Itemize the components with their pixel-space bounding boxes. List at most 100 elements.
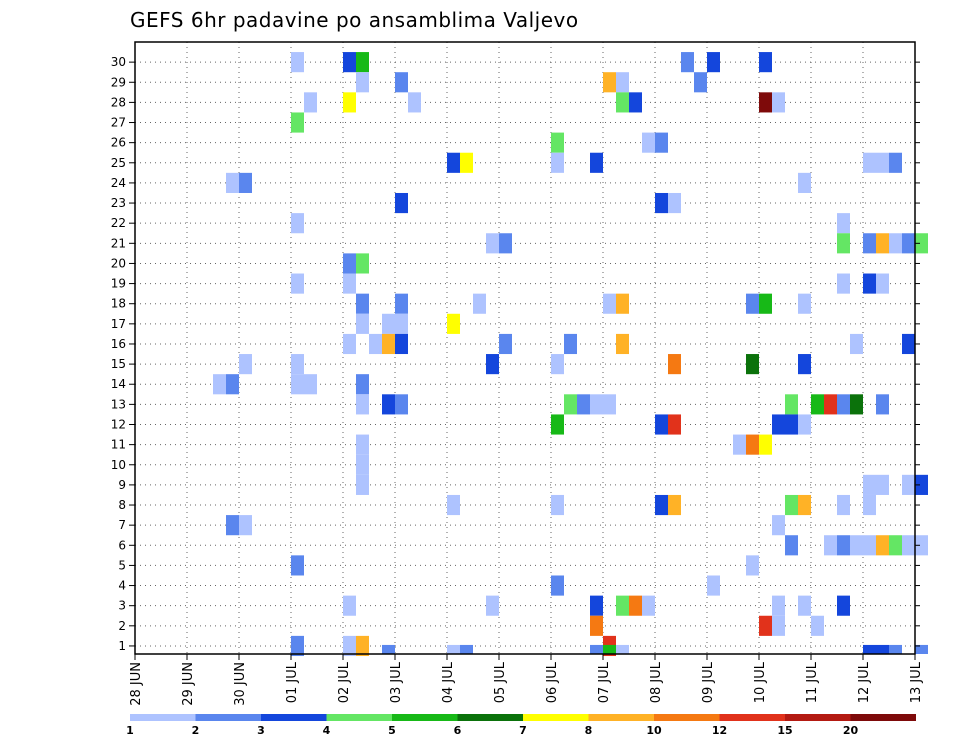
data-cell xyxy=(551,414,564,435)
data-cell xyxy=(759,293,772,314)
data-cell xyxy=(226,515,239,536)
data-cell xyxy=(239,354,252,375)
data-cell xyxy=(707,52,720,73)
data-cell xyxy=(395,313,408,334)
data-cell xyxy=(876,474,889,495)
data-cell xyxy=(902,233,915,254)
data-cell xyxy=(772,615,785,636)
y-tick-label: 15 xyxy=(111,357,126,371)
data-cell xyxy=(551,354,564,375)
data-cell xyxy=(447,152,460,173)
data-cell xyxy=(395,72,408,93)
data-cell xyxy=(616,72,629,93)
data-cell xyxy=(356,52,369,73)
data-cell xyxy=(694,72,707,93)
strip-cell xyxy=(876,644,889,654)
data-cell xyxy=(746,293,759,314)
x-tick-label: 12 JUL xyxy=(857,661,872,703)
x-tick-label: 07 JUL xyxy=(597,661,612,703)
data-cell xyxy=(798,172,811,193)
data-cell xyxy=(876,152,889,173)
data-cell xyxy=(499,333,512,355)
data-cell xyxy=(785,414,798,435)
data-cell xyxy=(915,474,928,495)
data-cell xyxy=(343,333,356,355)
x-tick-label: 28 JUN xyxy=(129,662,144,706)
data-cell xyxy=(655,132,668,153)
data-cell xyxy=(811,615,824,636)
data-cell xyxy=(772,595,785,616)
data-cell xyxy=(616,92,629,113)
colorbar-swatch xyxy=(588,714,654,721)
y-tick-label: 24 xyxy=(111,176,126,190)
data-cell xyxy=(863,535,876,556)
data-cell xyxy=(304,92,317,113)
data-cell xyxy=(551,132,564,153)
plot-area xyxy=(135,42,915,654)
y-tick-label: 12 xyxy=(111,418,126,432)
data-cell xyxy=(837,595,850,616)
strip-cell xyxy=(863,644,876,654)
data-cell xyxy=(668,414,681,435)
x-axis-ticks: 28 JUN 29 JUN 30 JUN 01 JUL 02 JUL 03 JUL 04 J… xyxy=(129,654,924,706)
data-cell xyxy=(876,394,889,415)
colorbar-label: 6 xyxy=(454,724,462,737)
data-cell xyxy=(382,333,395,355)
y-tick-label: 14 xyxy=(111,377,126,391)
y-tick-label: 30 xyxy=(111,55,126,69)
data-cell xyxy=(291,374,304,395)
data-cell xyxy=(655,192,668,214)
x-tick-label: 10 JUL xyxy=(753,661,768,703)
data-cell xyxy=(395,394,408,415)
data-cell xyxy=(356,374,369,395)
data-cell xyxy=(486,233,499,254)
data-cell xyxy=(291,555,304,576)
data-cell xyxy=(798,414,811,435)
x-tick-label: 02 JUL xyxy=(337,661,352,703)
x-tick-label: 29 JUN xyxy=(181,662,196,706)
data-cell xyxy=(629,595,642,616)
colorbar-label: 12 xyxy=(712,724,727,737)
colorbar-label: 4 xyxy=(323,724,331,737)
data-cell xyxy=(785,494,798,516)
data-cell xyxy=(447,313,460,334)
data-cell xyxy=(863,233,876,254)
colorbar-label: 1 xyxy=(126,724,134,737)
data-cell xyxy=(616,595,629,616)
data-cell xyxy=(551,575,564,596)
y-tick-label: 5 xyxy=(118,558,126,572)
data-cell xyxy=(239,172,252,193)
colorbar-swatch xyxy=(392,714,458,721)
y-axis-ticks: 1234567891011121314151617181920212223242… xyxy=(111,55,920,653)
data-cell xyxy=(837,535,850,556)
data-cell xyxy=(772,515,785,536)
data-cell xyxy=(291,112,304,133)
data-cell xyxy=(291,213,304,234)
data-cell xyxy=(395,333,408,355)
data-cell xyxy=(356,635,369,657)
data-cell xyxy=(668,192,681,214)
data-cell xyxy=(850,394,863,415)
x-tick-label: 13 JUL xyxy=(909,661,924,703)
data-cell xyxy=(356,72,369,93)
y-tick-label: 26 xyxy=(111,136,126,150)
data-cell xyxy=(902,535,915,556)
strip-cell xyxy=(915,644,928,654)
y-tick-label: 4 xyxy=(118,579,126,593)
y-tick-label: 18 xyxy=(111,297,126,311)
data-cell xyxy=(590,595,603,616)
data-cell xyxy=(824,394,837,415)
y-tick-label: 20 xyxy=(111,256,126,270)
y-tick-label: 22 xyxy=(111,216,126,230)
data-cell xyxy=(291,635,304,657)
data-cell xyxy=(785,535,798,556)
data-cell xyxy=(746,434,759,455)
strip-cell xyxy=(460,644,473,654)
data-cell xyxy=(291,354,304,375)
data-cell xyxy=(603,394,616,415)
data-cell xyxy=(668,354,681,375)
data-cell xyxy=(499,233,512,254)
data-cell xyxy=(460,152,473,173)
data-cell xyxy=(239,515,252,536)
colorbar-swatch xyxy=(195,714,261,721)
